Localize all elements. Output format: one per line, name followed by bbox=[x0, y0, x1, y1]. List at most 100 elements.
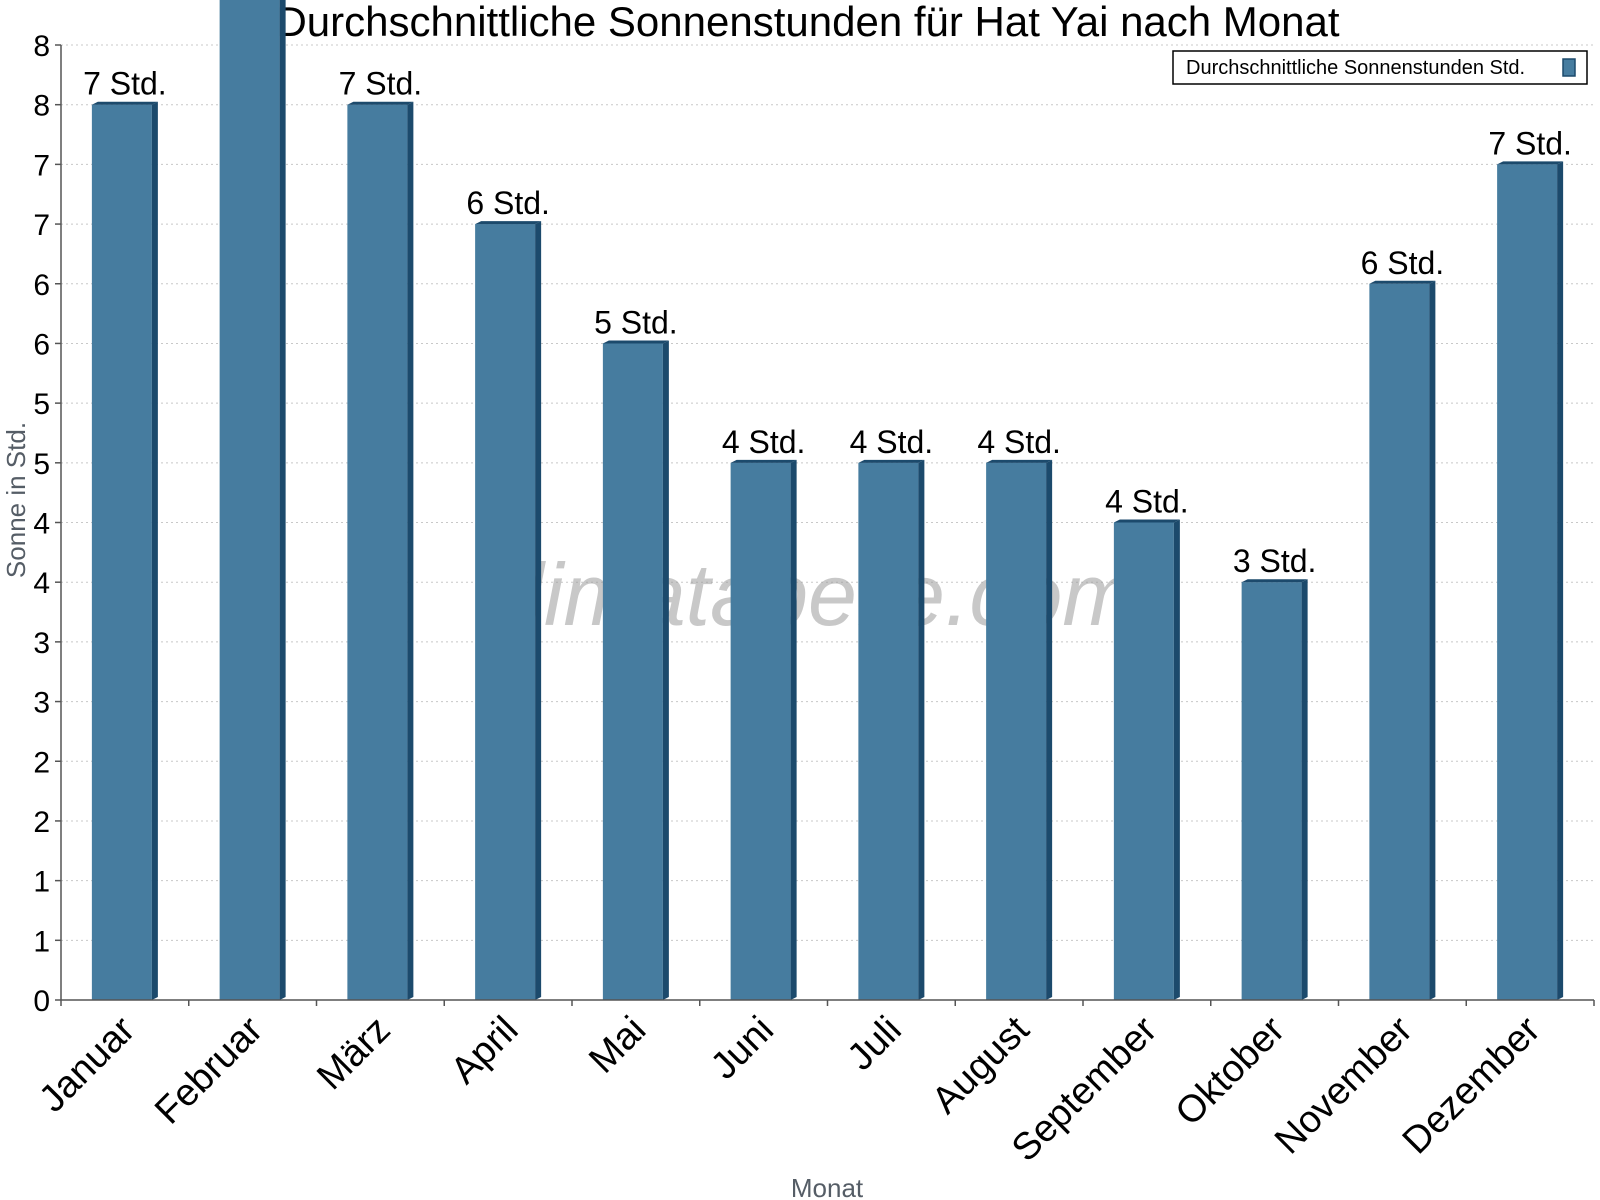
bar-side bbox=[790, 459, 797, 1000]
x-tick-label: August bbox=[924, 1008, 1038, 1122]
bar-top bbox=[858, 459, 925, 463]
x-tick-label: November bbox=[1267, 1008, 1421, 1162]
y-tick-label: 8 bbox=[33, 30, 50, 63]
bar-side bbox=[918, 459, 925, 1000]
y-tick-label: 4 bbox=[33, 508, 50, 541]
bar-front bbox=[986, 462, 1047, 1000]
bar-side bbox=[1429, 280, 1436, 1000]
y-tick-label: 3 bbox=[33, 687, 50, 720]
y-tick-label: 7 bbox=[33, 209, 50, 242]
bar-4 bbox=[475, 221, 542, 1000]
data-label: 4 Std. bbox=[850, 424, 934, 460]
x-tick-label: Juli bbox=[840, 1009, 910, 1079]
y-tick-labels: 0 1 1 2 2 3 3 4 4 5 5 6 6 7 7 8 8 bbox=[33, 30, 50, 1018]
data-label: 7 Std. bbox=[83, 66, 167, 102]
legend-swatch bbox=[1562, 58, 1576, 77]
y-tick-label: 2 bbox=[33, 806, 50, 839]
legend-box bbox=[1172, 50, 1588, 85]
data-label: 4 Std. bbox=[1105, 484, 1189, 520]
y-tick-label: 6 bbox=[33, 328, 50, 361]
bar-front bbox=[1369, 283, 1430, 1000]
bar-front bbox=[858, 462, 919, 1000]
bars bbox=[91, 0, 1564, 1000]
y-tick-label: 4 bbox=[33, 567, 50, 600]
y-axis-label: Sonne in Std. bbox=[1, 422, 31, 578]
y-tick-label: 8 bbox=[33, 90, 50, 123]
data-labels: 7 Std.8 Std.7 Std.6 Std.5 Std.4 Std.4 St… bbox=[83, 66, 1572, 580]
y-tick-label: 3 bbox=[33, 627, 50, 660]
data-label: 6 Std. bbox=[466, 185, 550, 221]
bar-front bbox=[1113, 522, 1174, 1000]
bar-side bbox=[1046, 459, 1053, 1000]
data-label: 4 Std. bbox=[722, 424, 806, 460]
x-tick-label: April bbox=[443, 1009, 526, 1092]
data-label: 6 Std. bbox=[1361, 245, 1445, 281]
data-label: 3 Std. bbox=[1233, 543, 1317, 579]
bar-9 bbox=[1113, 519, 1180, 1000]
y-tick-label: 2 bbox=[33, 746, 50, 779]
bar-top bbox=[1497, 161, 1564, 165]
bar-top bbox=[986, 459, 1053, 463]
bar-front bbox=[602, 343, 663, 1000]
bar-10 bbox=[1241, 579, 1308, 1000]
bar-side bbox=[1557, 161, 1564, 1000]
y-tick-label: 5 bbox=[33, 388, 50, 421]
bar-6 bbox=[730, 459, 797, 1000]
bar-top bbox=[730, 459, 797, 463]
data-label: 7 Std. bbox=[1488, 125, 1572, 161]
x-tick-label: Oktober bbox=[1168, 1008, 1294, 1134]
bar-top bbox=[1369, 280, 1436, 284]
y-tick-label: 7 bbox=[33, 149, 50, 182]
bar-12 bbox=[1497, 161, 1564, 1000]
bar-front bbox=[91, 104, 152, 1000]
data-label: 7 Std. bbox=[339, 66, 423, 102]
y-tick-label: 1 bbox=[33, 866, 50, 899]
bar-side bbox=[535, 221, 542, 1000]
bar-side bbox=[151, 101, 158, 1000]
bar-top bbox=[347, 101, 414, 105]
x-tick-label: Dezember bbox=[1395, 1008, 1549, 1162]
bar-front bbox=[730, 462, 791, 1000]
bar-front bbox=[1497, 164, 1558, 1000]
bar-front bbox=[219, 0, 280, 1000]
y-tick-label: 1 bbox=[33, 925, 50, 958]
bar-3 bbox=[347, 101, 414, 1000]
y-tick-label: 5 bbox=[33, 448, 50, 481]
x-tick-label: Juni bbox=[703, 1009, 782, 1088]
bar-side bbox=[662, 340, 669, 1000]
bar-side bbox=[279, 0, 286, 1000]
bar-side bbox=[1301, 579, 1308, 1000]
bar-top bbox=[91, 101, 158, 105]
bar-8 bbox=[986, 459, 1053, 1000]
bar-side bbox=[1173, 519, 1180, 1000]
bar-5 bbox=[602, 340, 669, 1000]
chart-title: Durchschnittliche Sonnenstunden für Hat … bbox=[276, 0, 1339, 45]
x-tick-labels: Januar Februar März April Mai Juni Juli AugustS… bbox=[31, 1008, 1548, 1169]
bar-top bbox=[475, 221, 542, 225]
x-tick-label: Mai bbox=[581, 1009, 654, 1082]
bar-side bbox=[407, 101, 414, 1000]
data-label: 5 Std. bbox=[594, 304, 678, 340]
bar-11 bbox=[1369, 280, 1436, 1000]
gridlines bbox=[61, 44, 1594, 941]
legend: Durchschnittliche Sonnenstunden Std. bbox=[1172, 50, 1588, 85]
legend-label: Durchschnittliche Sonnenstunden Std. bbox=[1186, 57, 1525, 79]
bar-top bbox=[1241, 579, 1308, 583]
data-label: 4 Std. bbox=[977, 424, 1061, 460]
x-tick-label: Februar bbox=[147, 1008, 271, 1132]
axes bbox=[55, 44, 1595, 1006]
bar-7 bbox=[858, 459, 925, 1000]
x-axis-label: Monat bbox=[791, 1173, 864, 1200]
bar-2 bbox=[219, 0, 286, 1000]
y-tick-label: 6 bbox=[33, 269, 50, 302]
bar-1 bbox=[91, 101, 158, 1000]
x-tick-label: März bbox=[309, 1009, 398, 1098]
bar-top bbox=[602, 340, 669, 344]
bar-top bbox=[1113, 519, 1180, 523]
bar-front bbox=[347, 104, 408, 1000]
y-tick-label: 0 bbox=[33, 985, 50, 1018]
bar-front bbox=[1241, 582, 1302, 1000]
x-tick-label: Januar bbox=[31, 1008, 143, 1120]
bar-front bbox=[475, 224, 536, 1000]
